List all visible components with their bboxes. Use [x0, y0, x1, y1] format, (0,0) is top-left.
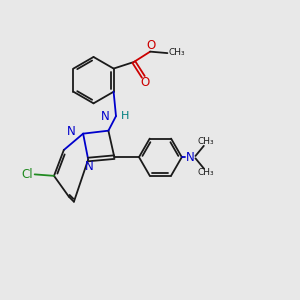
Text: CH₃: CH₃ — [197, 137, 214, 146]
Text: N: N — [85, 160, 94, 173]
Text: Cl: Cl — [21, 168, 33, 181]
Text: CH₃: CH₃ — [197, 168, 214, 177]
Text: N: N — [186, 151, 195, 164]
Text: N: N — [67, 125, 76, 138]
Text: H: H — [121, 111, 130, 121]
Text: O: O — [147, 39, 156, 52]
Text: CH₃: CH₃ — [168, 48, 184, 57]
Text: O: O — [140, 76, 149, 89]
Text: N: N — [101, 110, 110, 123]
